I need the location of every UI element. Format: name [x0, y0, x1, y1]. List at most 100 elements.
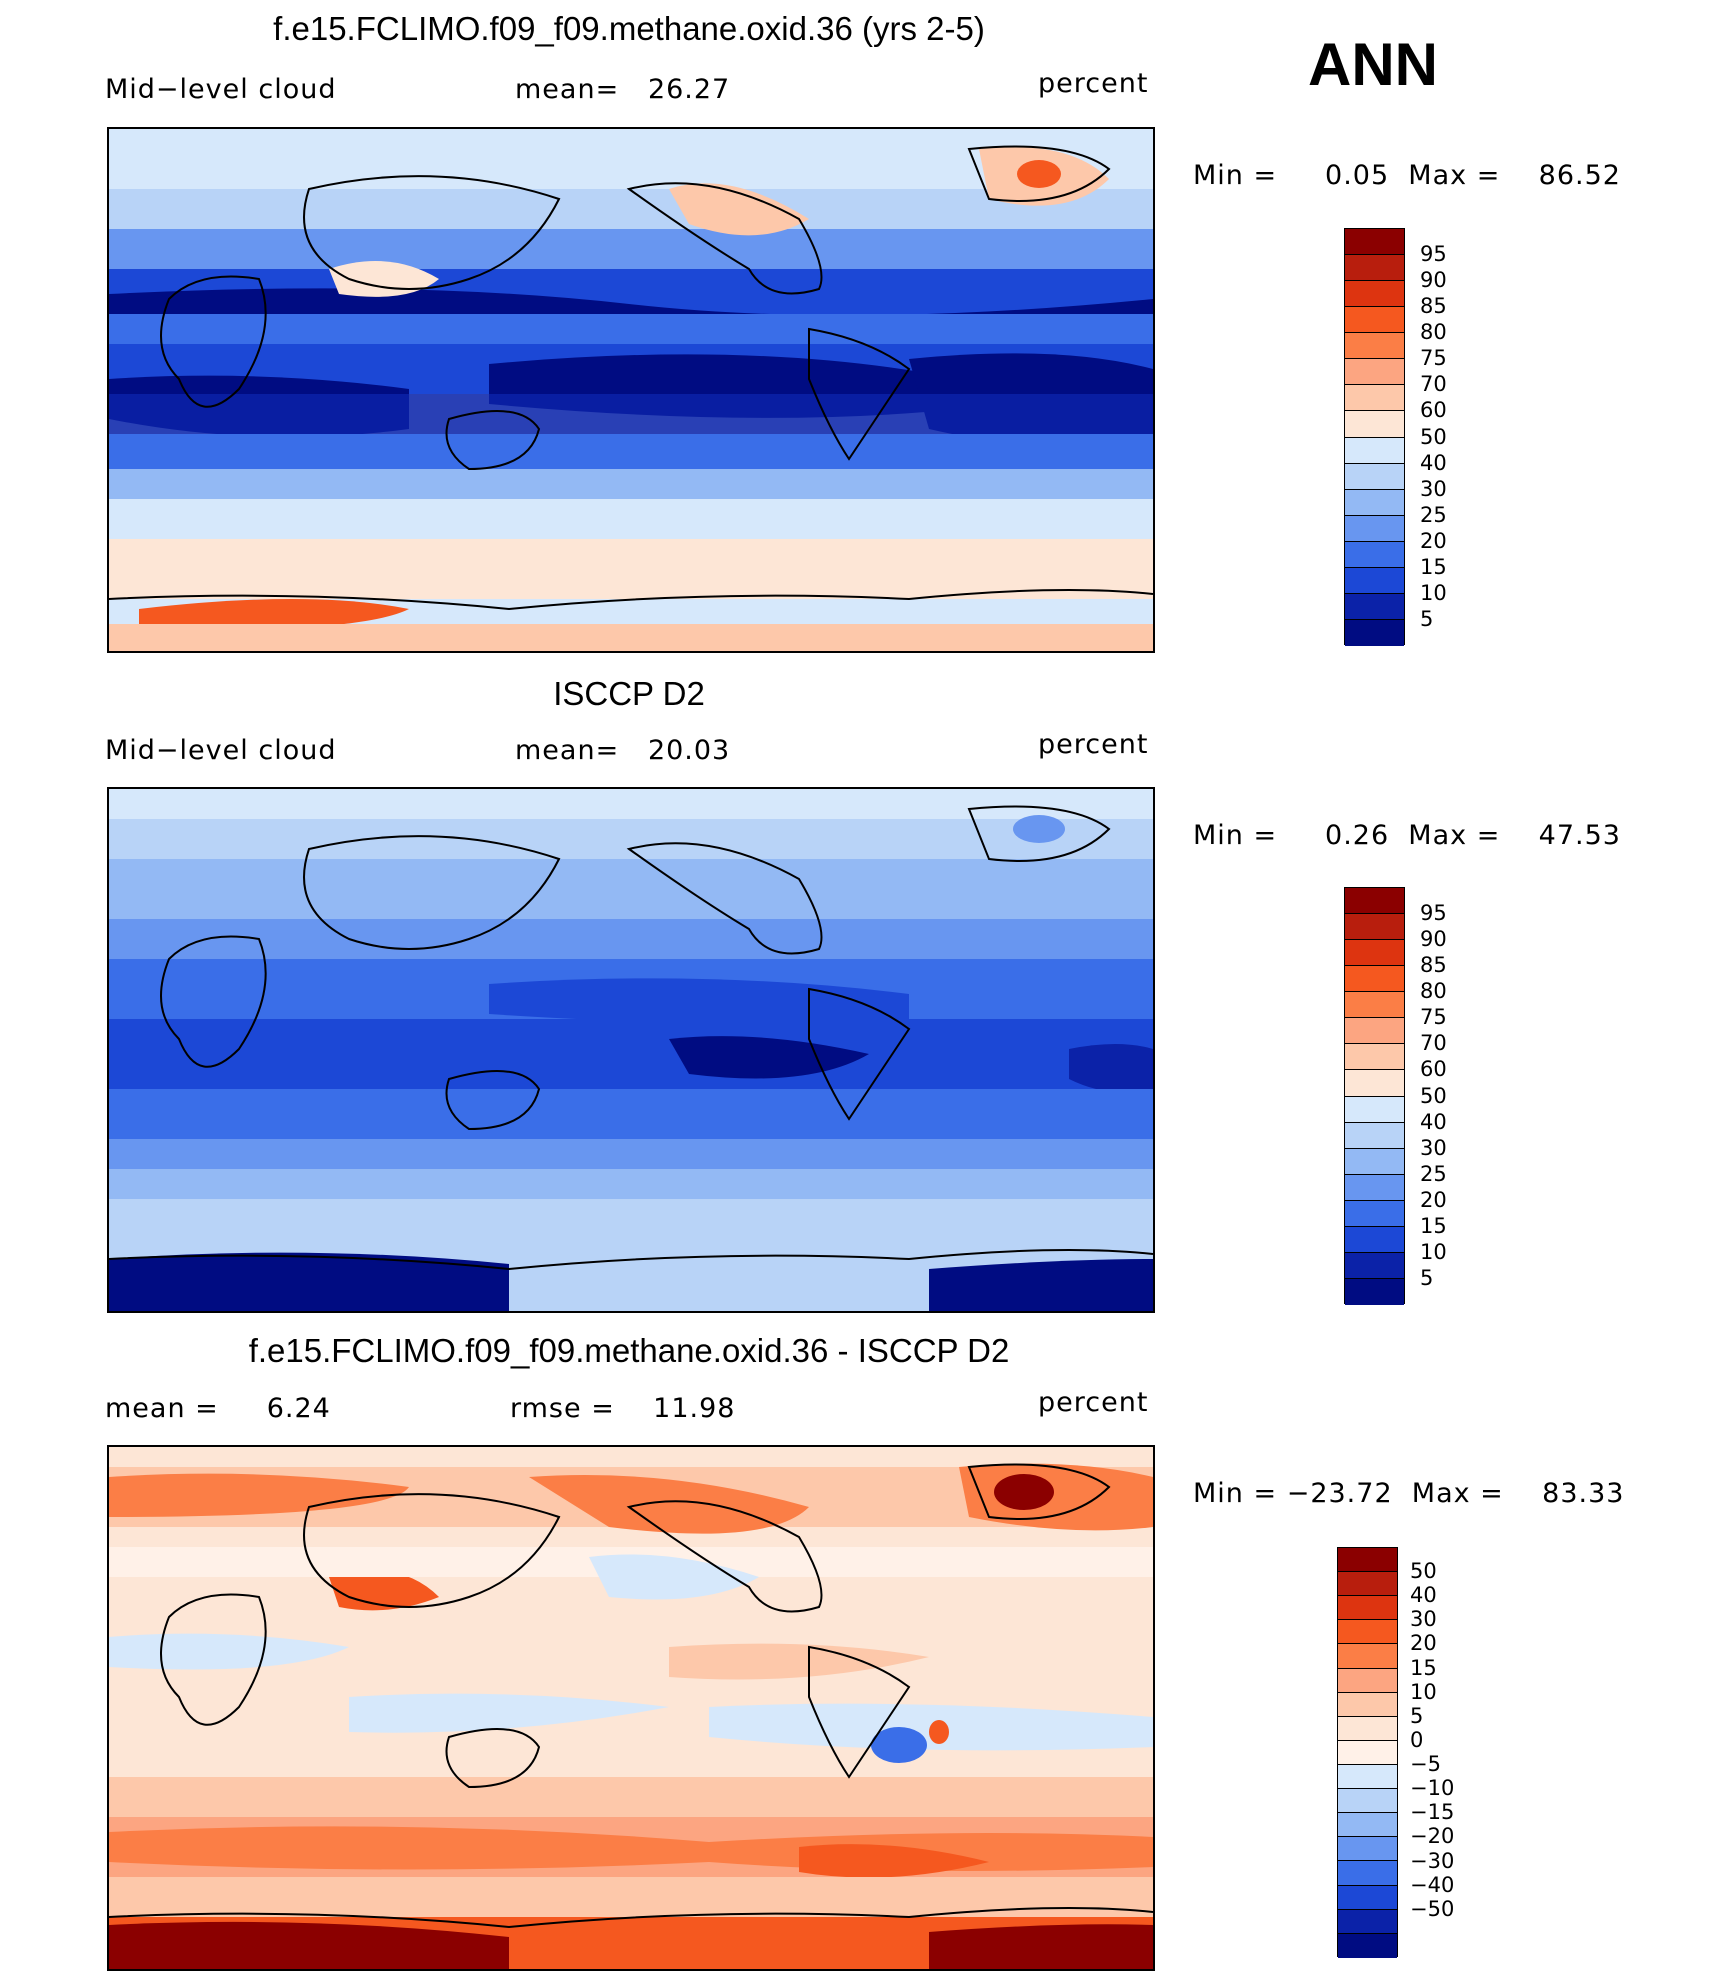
panel2-colorbar: [1344, 887, 1405, 1305]
panel3-rmse-label: rmse = 11.98: [510, 1393, 736, 1424]
colorbar-tick-label: 70: [1420, 1031, 1447, 1056]
colorbar-tick-label: 40: [1420, 1109, 1447, 1134]
colorbar-swatch: [1345, 1096, 1404, 1123]
colorbar-swatch: [1338, 1572, 1397, 1597]
colorbar-tick-label: 50: [1420, 424, 1447, 449]
season-label: ANN: [1308, 31, 1438, 98]
panel1-variable-label: Mid−level cloud: [105, 74, 337, 105]
panel3-colorbar: [1337, 1547, 1398, 1958]
colorbar-swatch: [1338, 1861, 1397, 1886]
colorbar-tick-label: 5: [1410, 1703, 1424, 1728]
colorbar-swatch: [1345, 1174, 1404, 1201]
colorbar-swatch: [1345, 385, 1404, 412]
colorbar-tick-label: 60: [1420, 398, 1447, 423]
panel2-colorbar-ticks: 95 90 85 80 75 70 60 50 40 30 25 20 15 10 5: [1420, 887, 1500, 1304]
colorbar-tick-label: 40: [1420, 450, 1447, 475]
colorbar-swatch: [1345, 1044, 1404, 1071]
panel1-unit-label: percent: [1038, 68, 1149, 99]
colorbar-tick-label: −40: [1410, 1872, 1455, 1897]
colorbar-tick-label: 75: [1420, 346, 1447, 371]
colorbar-swatch: [1345, 333, 1404, 360]
colorbar-tick-label: −15: [1410, 1800, 1455, 1825]
colorbar-swatch: [1345, 992, 1404, 1019]
colorbar-swatch: [1338, 1692, 1397, 1717]
colorbar-swatch: [1338, 1764, 1397, 1790]
panel2-variable-label: Mid−level cloud: [105, 735, 337, 766]
panel1-colorbar: [1344, 228, 1405, 646]
colorbar-swatch: [1345, 619, 1404, 646]
colorbar-swatch: [1345, 307, 1404, 334]
colorbar-swatch: [1345, 940, 1404, 967]
colorbar-swatch: [1338, 1837, 1397, 1862]
colorbar-swatch: [1338, 1933, 1397, 1958]
colorbar-swatch: [1338, 1596, 1397, 1621]
colorbar-swatch: [1345, 1018, 1404, 1045]
colorbar-swatch: [1345, 888, 1404, 915]
colorbar-tick-label: 90: [1420, 268, 1447, 293]
colorbar-swatch: [1338, 1644, 1397, 1669]
colorbar-tick-label: 60: [1420, 1057, 1447, 1082]
panel3-colorbar-ticks: 50 40 30 20 15 10 5 0 −5 −10 −15 −20 −30 −40 −50: [1410, 1547, 1500, 1957]
panel2-title: ISCCP D2: [553, 675, 705, 712]
colorbar-tick-label: −20: [1410, 1824, 1455, 1849]
colorbar-swatch: [1345, 1278, 1404, 1305]
colorbar-swatch: [1338, 1620, 1397, 1645]
panel1-mean-label: mean= 26.27: [515, 74, 731, 105]
colorbar-tick-label: 50: [1420, 1083, 1447, 1108]
colorbar-tick-label: 50: [1410, 1559, 1437, 1584]
colorbar-swatch: [1345, 489, 1404, 516]
colorbar-tick-label: 10: [1410, 1679, 1437, 1704]
colorbar-tick-label: 90: [1420, 927, 1447, 952]
colorbar-tick-label: 40: [1410, 1583, 1437, 1608]
colorbar-swatch: [1338, 1885, 1397, 1910]
panel3-minmax: Min = −23.72 Max = 83.33: [1193, 1478, 1625, 1509]
colorbar-tick-label: 0: [1410, 1727, 1424, 1752]
colorbar-tick-label: 70: [1420, 372, 1447, 397]
colorbar-tick-label: 25: [1420, 1161, 1447, 1186]
colorbar-swatch: [1338, 1668, 1397, 1693]
colorbar-swatch: [1345, 966, 1404, 993]
colorbar-tick-label: 30: [1420, 476, 1447, 501]
colorbar-swatch: [1345, 567, 1404, 594]
colorbar-swatch: [1338, 1740, 1397, 1765]
panel3-mean-label: mean = 6.24: [105, 1393, 331, 1424]
colorbar-tick-label: 15: [1420, 554, 1447, 579]
colorbar-swatch: [1338, 1909, 1397, 1934]
colorbar-tick-label: 80: [1420, 320, 1447, 345]
colorbar-swatch: [1345, 1148, 1404, 1175]
panel2-mean-label: mean= 20.03: [515, 735, 731, 766]
panel1-map: [107, 127, 1155, 653]
colorbar-swatch: [1345, 541, 1404, 568]
panel2-map: [107, 787, 1155, 1313]
colorbar-swatch: [1345, 1226, 1404, 1253]
colorbar-swatch: [1345, 281, 1404, 308]
colorbar-tick-label: 80: [1420, 979, 1447, 1004]
colorbar-swatch: [1345, 593, 1404, 620]
panel2-unit-label: percent: [1038, 729, 1149, 760]
colorbar-swatch: [1338, 1716, 1397, 1741]
panel3-map-svg: [109, 1447, 1153, 1969]
panel3-map: [107, 1445, 1155, 1971]
panel2-map-svg: [109, 789, 1153, 1311]
panel3-unit-label: percent: [1038, 1387, 1149, 1418]
colorbar-swatch: [1338, 1548, 1397, 1573]
colorbar-tick-label: 5: [1420, 606, 1434, 631]
colorbar-tick-label: 5: [1420, 1265, 1434, 1290]
colorbar-tick-label: 85: [1420, 294, 1447, 319]
colorbar-tick-label: 25: [1420, 502, 1447, 527]
panel2-minmax: Min = 0.26 Max = 47.53: [1193, 820, 1621, 851]
colorbar-tick-label: 20: [1420, 1187, 1447, 1212]
colorbar-swatch: [1345, 255, 1404, 282]
colorbar-tick-label: 75: [1420, 1005, 1447, 1030]
colorbar-tick-label: 30: [1410, 1607, 1437, 1632]
panel1-colorbar-ticks: 95 90 85 80 75 70 60 50 40 30 25 20 15 10 5: [1420, 228, 1500, 645]
colorbar-swatch: [1345, 359, 1404, 386]
colorbar-tick-label: 10: [1420, 1239, 1447, 1264]
colorbar-tick-label: 95: [1420, 901, 1447, 926]
colorbar-tick-label: −5: [1410, 1752, 1441, 1777]
colorbar-swatch: [1345, 1200, 1404, 1227]
colorbar-swatch: [1345, 914, 1404, 941]
panel1-title: f.e15.FCLIMO.f09_f09.methane.oxid.36 (yr…: [273, 10, 985, 47]
colorbar-tick-label: −10: [1410, 1776, 1455, 1801]
colorbar-swatch: [1338, 1813, 1397, 1838]
